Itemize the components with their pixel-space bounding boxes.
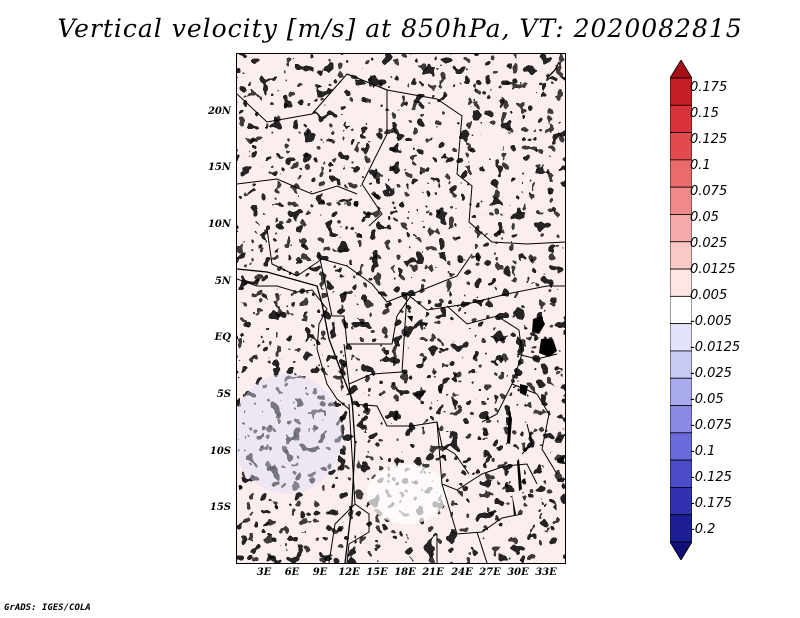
lat-label-eq: EQ: [214, 332, 231, 343]
colorbar: [670, 60, 692, 560]
grads-credit: GrADS: IGES/COLA: [4, 603, 91, 613]
lat-label-15s: 15S: [209, 502, 231, 513]
lon-label-24e: 24E: [451, 567, 473, 578]
colorbar-swatch: [670, 514, 692, 543]
colorbar-label: 0.175: [690, 80, 728, 95]
colorbar-swatch: [670, 323, 692, 352]
colorbar-label: -0.0125: [690, 340, 741, 355]
colorbar-label: -0.005: [690, 314, 732, 329]
colorbar-label: 0.15: [690, 106, 719, 121]
lon-label-3e: 3E: [256, 567, 272, 578]
lat-label-20n: 20N: [207, 106, 231, 117]
colorbar-swatch: [670, 214, 692, 243]
lat-label-15n: 15N: [207, 162, 231, 173]
colorbar-swatch: [670, 77, 692, 106]
colorbar-label: 0.05: [690, 210, 719, 225]
lon-label-27e: 27E: [479, 567, 501, 578]
lat-label-5n: 5N: [214, 276, 231, 287]
colorbar-label: 0.1: [690, 158, 711, 173]
lon-label-21e: 21E: [422, 567, 444, 578]
lon-label-9e: 9E: [312, 567, 328, 578]
colorbar-swatch: [670, 459, 692, 488]
colorbar-label: -0.125: [690, 470, 732, 485]
colorbar-swatch: [670, 268, 692, 297]
lon-label-30e: 30E: [507, 567, 529, 578]
lat-label-5s: 5S: [216, 389, 231, 400]
colorbar-swatch: [670, 60, 692, 79]
colorbar-label: -0.175: [690, 496, 732, 511]
colorbar-label: -0.075: [690, 418, 732, 433]
colorbar-label: 0.0125: [690, 262, 736, 277]
colorbar-label: -0.025: [690, 366, 732, 381]
map-panel: [236, 53, 566, 564]
lon-label-15e: 15E: [366, 567, 388, 578]
colorbar-swatch: [670, 159, 692, 188]
colorbar-swatch: [670, 541, 692, 560]
lon-label-18e: 18E: [394, 567, 416, 578]
lakes: [407, 316, 557, 516]
colorbar-swatch: [670, 186, 692, 215]
colorbar-label: -0.05: [690, 392, 724, 407]
lon-label-6e: 6E: [284, 567, 300, 578]
colorbar-swatch: [670, 104, 692, 133]
colorbar-swatch: [670, 432, 692, 461]
country-borders: [237, 73, 565, 563]
colorbar-swatch: [670, 295, 692, 325]
colorbar-label: 0.075: [690, 184, 728, 199]
colorbar-swatch: [670, 405, 692, 434]
lon-label-12e: 12E: [338, 567, 360, 578]
colorbar-label: 0.125: [690, 132, 728, 147]
colorbar-swatch: [670, 487, 692, 516]
colorbar-swatch: [670, 132, 692, 161]
lat-label-10n: 10N: [207, 219, 231, 230]
colorbar-label: -0.2: [690, 522, 716, 537]
colorbar-label: 0.005: [690, 288, 728, 303]
vertical-velocity-field: [237, 54, 565, 563]
coastline: [237, 268, 356, 563]
colorbar-swatch: [670, 241, 692, 270]
colorbar-swatch: [670, 377, 692, 406]
lat-label-10s: 10S: [209, 446, 231, 457]
colorbar-swatch: [670, 350, 692, 379]
colorbar-label: -0.1: [690, 444, 716, 459]
chart-title: Vertical velocity [m/s] at 850hPa, VT: 2…: [57, 14, 743, 43]
colorbar-label: 0.025: [690, 236, 728, 251]
lon-label-33e: 33E: [535, 567, 557, 578]
